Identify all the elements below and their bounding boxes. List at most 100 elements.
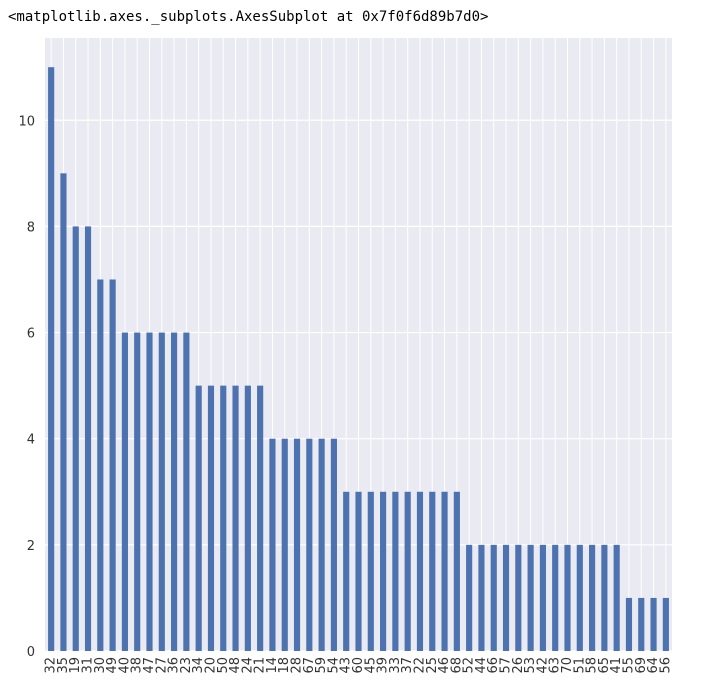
x-tick-label: 47 xyxy=(142,657,157,674)
x-tick-label: 19 xyxy=(68,657,83,674)
x-tick-label: 18 xyxy=(277,657,292,674)
bars xyxy=(48,67,669,652)
x-tick-label: 34 xyxy=(191,657,206,674)
bar xyxy=(293,438,301,651)
bar xyxy=(232,385,239,651)
x-tick-label: 27 xyxy=(154,657,169,674)
bar xyxy=(502,544,510,651)
bar xyxy=(601,544,608,651)
y-tick-label: 2 xyxy=(27,539,35,554)
cell-output-repr: <matplotlib.axes._subplots.AxesSubplot a… xyxy=(8,9,489,25)
bar xyxy=(441,491,448,651)
bar xyxy=(121,332,128,651)
x-tick-label: 45 xyxy=(363,657,378,674)
x-tick-label: 22 xyxy=(412,657,427,674)
x-tick-label: 60 xyxy=(351,657,366,674)
x-tick-label: 46 xyxy=(437,657,452,674)
x-tick-label: 49 xyxy=(105,657,120,674)
bar xyxy=(380,491,387,651)
x-tick-label: 66 xyxy=(486,657,501,674)
bar xyxy=(72,226,79,651)
x-tick-label: 48 xyxy=(228,657,243,674)
bar xyxy=(490,544,497,651)
bar xyxy=(281,438,288,651)
bar xyxy=(220,385,227,651)
bar xyxy=(515,544,522,651)
x-tick-label: 44 xyxy=(474,657,489,674)
x-tick-label: 14 xyxy=(265,657,280,674)
y-tick-label: 10 xyxy=(18,114,35,129)
x-tick-label: 42 xyxy=(535,657,550,674)
x-tick-label: 54 xyxy=(326,657,341,674)
x-tick-label: 52 xyxy=(462,657,477,674)
bar xyxy=(478,544,485,651)
bar xyxy=(183,332,190,651)
bar xyxy=(158,332,165,651)
x-tick-label: 28 xyxy=(290,657,305,674)
bar xyxy=(195,385,202,651)
bar xyxy=(84,226,92,651)
bar xyxy=(625,597,633,651)
bar xyxy=(207,385,215,651)
bar xyxy=(97,279,104,651)
x-tick-label: 69 xyxy=(634,657,649,674)
bar xyxy=(330,438,337,651)
x-tick-label: 57 xyxy=(499,657,514,674)
bar xyxy=(392,491,399,651)
bar xyxy=(171,332,178,651)
bar xyxy=(109,279,116,651)
x-tick-label: 41 xyxy=(609,657,624,674)
bar xyxy=(552,544,559,651)
bar xyxy=(257,385,264,651)
x-tick-label: 21 xyxy=(253,657,268,674)
x-tick-label: 23 xyxy=(179,657,194,674)
bar xyxy=(662,597,669,651)
bar xyxy=(638,597,645,651)
bar xyxy=(466,544,473,651)
x-tick-label: 32 xyxy=(44,657,59,674)
x-tick-label: 30 xyxy=(93,657,108,674)
bar xyxy=(134,332,141,651)
x-tick-label: 24 xyxy=(240,657,255,674)
y-tick-labels: 0 2 4 6 8 10 xyxy=(18,114,35,660)
x-tick-label: 25 xyxy=(425,657,440,674)
y-tick-label: 6 xyxy=(27,327,35,342)
bar xyxy=(318,438,325,651)
bar xyxy=(564,544,571,651)
bar xyxy=(343,491,350,651)
x-tick-label: 43 xyxy=(339,657,354,674)
x-tick-label: 58 xyxy=(585,657,600,674)
y-tick-label: 4 xyxy=(27,433,35,448)
bar xyxy=(269,438,276,651)
x-tick-label: 63 xyxy=(548,657,563,674)
bar xyxy=(355,491,362,651)
x-tick-label: 70 xyxy=(560,657,575,674)
bar xyxy=(367,491,374,651)
x-tick-label: 59 xyxy=(314,657,329,674)
bar xyxy=(416,491,424,651)
x-tick-label: 39 xyxy=(376,657,391,674)
bar xyxy=(527,544,534,651)
bar xyxy=(429,491,436,651)
bar xyxy=(589,544,596,651)
x-tick-label: 67 xyxy=(302,657,317,674)
bar xyxy=(613,544,620,651)
x-tick-label: 35 xyxy=(56,657,71,674)
bar xyxy=(146,332,153,651)
x-tick-label: 51 xyxy=(572,657,587,674)
x-tick-label: 64 xyxy=(646,657,661,674)
x-tick-label: 33 xyxy=(388,657,403,674)
x-tick-label: 20 xyxy=(203,657,218,674)
x-tick-label: 50 xyxy=(216,657,231,674)
y-tick-label: 0 xyxy=(27,645,35,660)
x-tick-label: 26 xyxy=(511,657,526,674)
x-tick-label: 65 xyxy=(597,657,612,674)
x-tick-label: 68 xyxy=(449,657,464,674)
bar xyxy=(453,491,460,651)
x-tick-labels: 3235193130494038472736233420504824211418… xyxy=(44,657,674,674)
x-tick-label: 40 xyxy=(117,657,132,674)
bar xyxy=(404,491,411,651)
bar xyxy=(244,385,251,651)
x-tick-label: 38 xyxy=(130,657,145,674)
